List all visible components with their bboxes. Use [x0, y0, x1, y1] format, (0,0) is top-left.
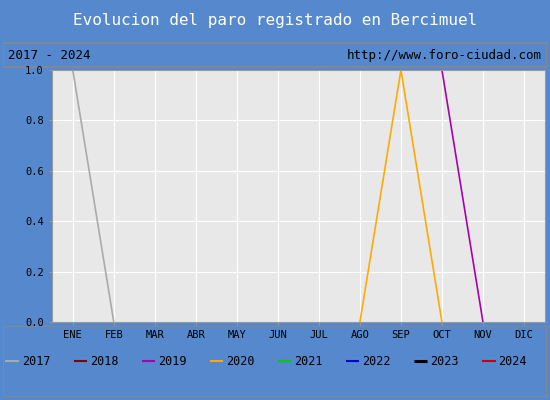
Text: 2024: 2024 — [498, 355, 527, 368]
Text: Evolucion del paro registrado en Bercimuel: Evolucion del paro registrado en Bercimu… — [73, 14, 477, 28]
Text: 2019: 2019 — [158, 355, 186, 368]
Text: 2017: 2017 — [22, 355, 50, 368]
Text: 2021: 2021 — [294, 355, 322, 368]
Text: 2023: 2023 — [430, 355, 459, 368]
Text: 2018: 2018 — [90, 355, 118, 368]
Text: http://www.foro-ciudad.com: http://www.foro-ciudad.com — [347, 49, 542, 62]
Text: 2020: 2020 — [226, 355, 255, 368]
Text: 2022: 2022 — [362, 355, 390, 368]
Text: 2017 - 2024: 2017 - 2024 — [8, 49, 91, 62]
